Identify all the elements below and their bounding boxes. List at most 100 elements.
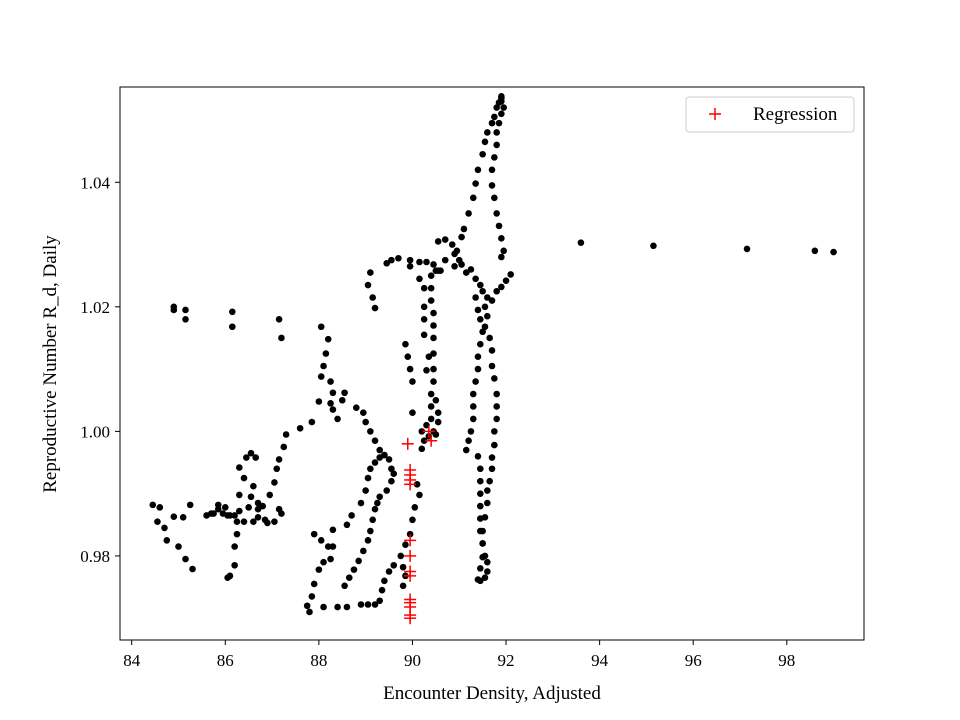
regression-point (404, 569, 417, 582)
data-point (502, 277, 510, 284)
data-point (250, 482, 257, 490)
data-point (357, 499, 365, 507)
data-point (182, 306, 189, 314)
data-point (371, 601, 379, 608)
data-point (376, 597, 383, 605)
data-point (491, 194, 498, 202)
x-tick-label: 90 (404, 651, 421, 670)
data-point (474, 353, 482, 360)
data-point (474, 166, 482, 174)
data-point (469, 403, 477, 410)
data-point (308, 593, 316, 600)
data-point (275, 505, 283, 513)
data-point (434, 409, 442, 416)
data-point (317, 537, 325, 544)
data-point (271, 518, 278, 525)
data-point (427, 415, 435, 423)
data-point (207, 510, 215, 517)
data-point (460, 225, 468, 233)
data-point (214, 501, 222, 509)
data-point (427, 390, 435, 398)
data-point (427, 403, 435, 410)
data-point (247, 493, 255, 501)
data-point (229, 308, 236, 316)
data-point (324, 335, 332, 343)
data-point (182, 315, 189, 323)
data-point (441, 236, 449, 243)
data-point (374, 499, 381, 507)
data-point (280, 443, 288, 451)
data-point (240, 474, 248, 482)
data-point (830, 248, 837, 256)
x-tick-label: 86 (217, 651, 234, 670)
data-point (495, 119, 503, 127)
legend: Regression (685, 96, 855, 133)
data-point (423, 367, 430, 374)
regression-point (404, 549, 417, 562)
data-point (477, 340, 484, 348)
data-point (484, 312, 491, 320)
data-point (161, 524, 168, 532)
data-point (266, 491, 274, 499)
data-point (430, 378, 437, 385)
legend-regression-marker (709, 108, 721, 120)
data-point (320, 558, 327, 566)
data-point (163, 537, 171, 544)
data-point (420, 437, 428, 445)
data-point (488, 347, 496, 354)
data-point (650, 242, 657, 250)
data-point (348, 512, 355, 519)
data-point (367, 269, 374, 276)
data-point (481, 574, 489, 582)
data-point (491, 428, 498, 435)
data-point (399, 582, 407, 590)
data-point (345, 574, 353, 582)
data-point (308, 418, 316, 426)
data-point (229, 323, 236, 331)
data-point (296, 424, 304, 432)
data-point (306, 608, 313, 616)
x-tick-label: 84 (123, 651, 141, 670)
data-point (278, 334, 285, 342)
data-point (484, 129, 491, 136)
data-point (477, 477, 484, 485)
regression-point (404, 534, 417, 547)
data-point (488, 465, 496, 473)
data-point (493, 104, 500, 111)
data-point (469, 415, 477, 423)
data-point (385, 568, 393, 575)
data-point (156, 504, 164, 511)
data-point (484, 294, 491, 301)
data-point (434, 418, 442, 426)
data-point (488, 119, 496, 127)
data-point (189, 565, 196, 573)
data-point (243, 454, 250, 461)
data-point (493, 403, 500, 410)
data-point (477, 315, 484, 323)
data-point (416, 275, 423, 283)
data-point (465, 437, 472, 445)
data-point (275, 315, 283, 323)
data-point (425, 353, 433, 360)
data-point (364, 474, 372, 482)
data-point (477, 565, 484, 572)
x-axis-label: Encounter Density, Adjusted (383, 683, 601, 704)
data-point (493, 129, 500, 136)
data-point (498, 110, 505, 118)
data-point (320, 603, 327, 611)
data-point (221, 504, 229, 511)
data-point (226, 512, 234, 519)
data-point (474, 452, 482, 460)
data-point (477, 502, 484, 510)
data-point (343, 521, 351, 529)
data-point (477, 490, 484, 497)
data-point (423, 258, 430, 266)
data-point (259, 502, 267, 510)
data-point (418, 428, 426, 435)
data-point (430, 365, 437, 373)
data-point (179, 514, 187, 521)
data-point (488, 297, 496, 304)
data-point (451, 263, 458, 270)
data-point (369, 516, 376, 524)
data-point (404, 353, 412, 360)
